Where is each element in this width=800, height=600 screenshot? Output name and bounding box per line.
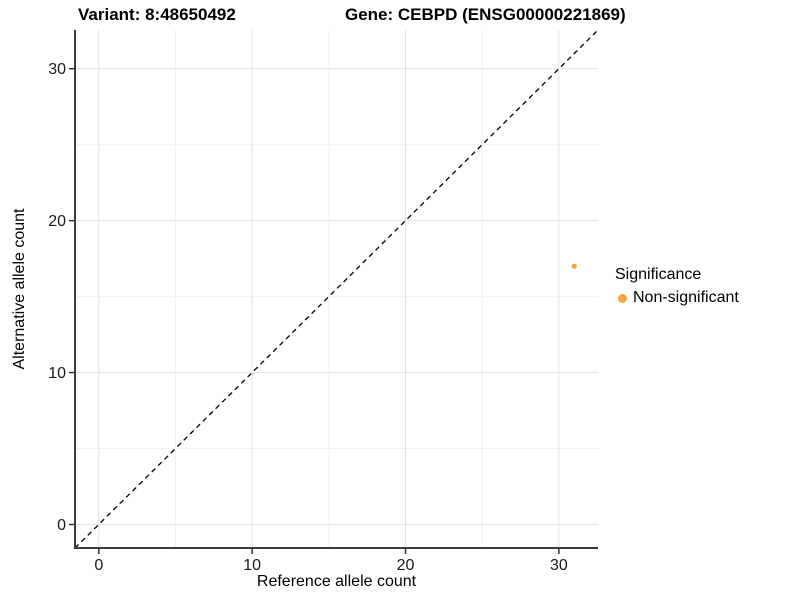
y-tick-label: 20 <box>48 213 66 230</box>
legend-key-dot-icon <box>618 293 627 303</box>
x-tick-label: 0 <box>94 557 103 574</box>
legend-title: Significance <box>615 266 702 283</box>
x-tick-label: 10 <box>243 557 261 574</box>
y-tick-label: 10 <box>48 365 66 382</box>
data-point <box>571 263 577 269</box>
variant-title: Variant: 8:48650492 <box>78 5 236 24</box>
x-tick-label: 30 <box>550 557 568 574</box>
legend-item-label: Non-significant <box>633 289 739 306</box>
gene-title: Gene: CEBPD (ENSG00000221869) <box>345 5 626 24</box>
y-tick-label: 0 <box>57 517 66 534</box>
x-axis-title: Reference allele count <box>256 573 417 590</box>
x-tick-label: 20 <box>397 557 415 574</box>
y-axis-title: Alternative allele count <box>11 208 28 370</box>
identity-dashed-line <box>74 29 599 549</box>
legend-item-non-significant: Non-significant <box>615 289 739 307</box>
y-tick-label: 30 <box>48 61 66 78</box>
legend: Significance Non-significant <box>615 266 739 307</box>
